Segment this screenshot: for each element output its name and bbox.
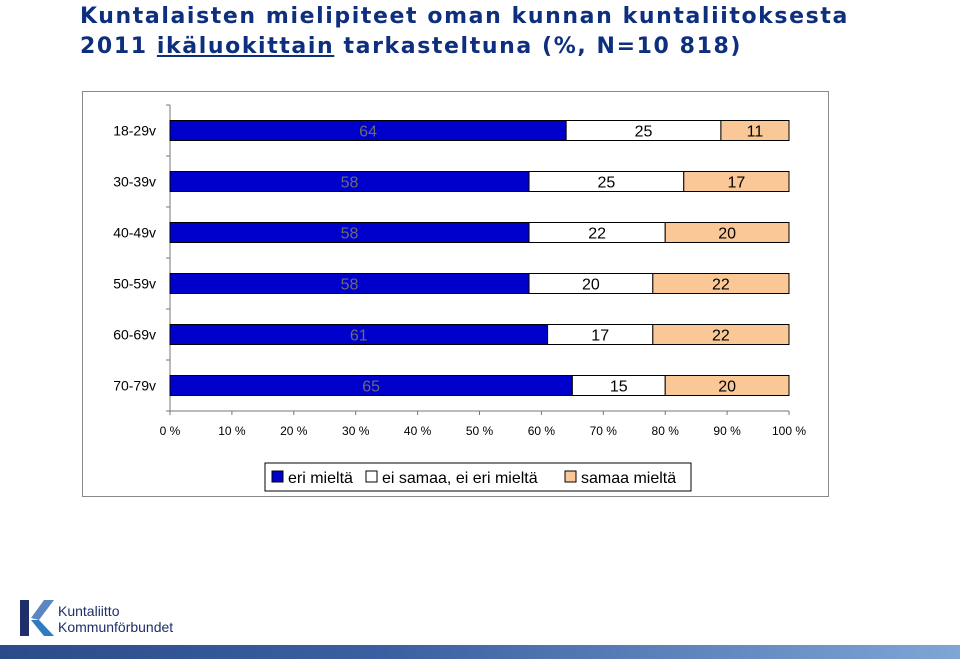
x-tick-label: 20 % <box>280 424 308 438</box>
title-line2-prefix: 2011 <box>80 34 157 59</box>
bar-segment <box>652 273 790 294</box>
logo-line1: Kuntaliitto <box>58 603 120 619</box>
logo-line2: Kommunförbundet <box>58 619 173 635</box>
data-label: 58 <box>341 226 359 243</box>
data-label: 17 <box>591 328 609 345</box>
data-label: 20 <box>718 379 736 396</box>
data-label: 25 <box>597 175 615 192</box>
x-tick-label: 10 % <box>218 424 246 438</box>
title-line2-suffix: tarkasteltuna (%, N=10 818) <box>334 34 743 59</box>
footer-bar <box>0 645 960 659</box>
category-label: 18-29v <box>113 123 156 139</box>
data-label: 58 <box>341 175 359 192</box>
legend-box <box>264 462 692 492</box>
x-tick-label: 70 % <box>590 424 618 438</box>
page-title: Kuntalaisten mielipiteet oman kunnan kun… <box>80 2 849 62</box>
data-label: 22 <box>712 328 730 345</box>
legend-swatch <box>564 470 577 483</box>
bar-segment <box>720 120 790 141</box>
data-label: 20 <box>718 226 736 243</box>
x-tick-label: 40 % <box>404 424 432 438</box>
bar-segment <box>664 222 790 243</box>
data-label: 58 <box>341 277 359 294</box>
data-label: 17 <box>727 175 745 192</box>
data-label: 22 <box>588 226 606 243</box>
bar-segment <box>664 375 790 396</box>
legend-swatch <box>271 470 284 483</box>
data-label: 25 <box>635 124 653 141</box>
legend-label: samaa mieltä <box>581 470 676 487</box>
category-label: 70-79v <box>113 378 156 394</box>
legend-swatch <box>365 470 378 483</box>
data-label: 22 <box>712 277 730 294</box>
x-tick-label: 0 % <box>160 424 181 438</box>
bar-segment <box>683 171 790 192</box>
data-label: 61 <box>350 328 368 345</box>
x-tick-label: 100 % <box>772 424 806 438</box>
category-label: 50-59v <box>113 276 156 292</box>
data-label: 65 <box>362 379 380 396</box>
legend-label: eri mieltä <box>288 470 353 487</box>
logo-k-icon <box>20 600 54 636</box>
category-label: 30-39v <box>113 174 156 190</box>
data-label: 15 <box>610 379 628 396</box>
x-tick-label: 80 % <box>652 424 680 438</box>
title-line1: Kuntalaisten mielipiteet oman kunnan kun… <box>80 4 849 29</box>
title-line2-underlined: ikäluokittain <box>156 34 335 59</box>
bar-segment <box>652 324 790 345</box>
x-tick-label: 60 % <box>528 424 556 438</box>
category-label: 40-49v <box>113 225 156 241</box>
kuntaliitto-logo: Kuntaliitto Kommunförbundet <box>20 600 173 636</box>
data-label: 20 <box>582 277 600 294</box>
x-tick-label: 90 % <box>713 424 741 438</box>
legend-label: ei samaa, ei eri mieltä <box>382 470 538 487</box>
data-label: 11 <box>747 124 764 141</box>
category-label: 60-69v <box>113 327 156 343</box>
x-tick-label: 50 % <box>466 424 494 438</box>
data-label: 64 <box>359 124 377 141</box>
x-tick-label: 30 % <box>342 424 370 438</box>
